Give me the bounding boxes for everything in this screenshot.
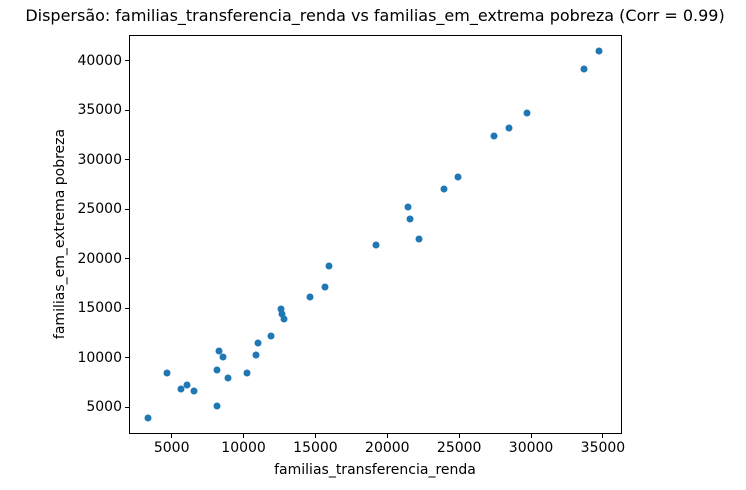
scatter-point — [523, 109, 531, 117]
x-tick-mark — [602, 434, 604, 438]
scatter-point — [243, 369, 251, 377]
scatter-point — [190, 387, 198, 395]
scatter-point — [252, 351, 259, 359]
scatter-point — [580, 65, 588, 73]
y-tick-mark — [125, 109, 129, 111]
plot-area — [129, 35, 622, 434]
x-tick-label: 20000 — [365, 440, 410, 456]
scatter-point — [213, 366, 221, 374]
scatter-point — [163, 369, 171, 377]
x-tick-mark — [243, 434, 245, 438]
scatter-point — [415, 235, 423, 243]
scatter-point — [215, 347, 223, 355]
scatter-point — [325, 262, 333, 270]
scatter-point — [406, 215, 414, 223]
y-tick-mark — [125, 159, 129, 161]
scatter-point — [277, 305, 285, 313]
y-tick-mark — [125, 60, 129, 62]
x-tick-mark — [458, 434, 460, 438]
scatter-point — [267, 332, 275, 340]
scatter-point — [454, 173, 462, 181]
scatter-point — [490, 132, 498, 140]
y-tick-label: 10000 — [77, 349, 122, 366]
scatter-point — [278, 310, 286, 318]
scatter-point — [404, 203, 412, 211]
scatter-point — [440, 185, 448, 193]
y-tick-mark — [125, 307, 129, 309]
y-tick-label: 40000 — [77, 52, 122, 69]
y-tick-mark — [125, 357, 129, 359]
scatter-point — [177, 385, 185, 393]
x-tick-mark — [314, 434, 316, 438]
x-tick-mark — [386, 434, 388, 438]
scatter-point — [372, 241, 380, 249]
y-tick-label: 20000 — [77, 250, 122, 267]
x-tick-label: 10000 — [221, 440, 266, 456]
scatter-point — [280, 315, 288, 323]
scatter-point — [306, 293, 314, 301]
y-tick-label: 15000 — [77, 300, 122, 317]
scatter-point — [505, 124, 513, 132]
scatter-point — [219, 353, 227, 361]
y-tick-mark — [125, 208, 129, 210]
scatter-point — [183, 381, 191, 389]
x-tick-label: 15000 — [293, 440, 338, 456]
x-tick-label: 5000 — [153, 440, 190, 456]
x-tick-label: 30000 — [508, 440, 554, 456]
scatter-point — [595, 47, 603, 55]
y-tick-label: 30000 — [77, 151, 122, 168]
y-tick-label: 35000 — [77, 102, 122, 119]
scatter-point — [254, 339, 262, 347]
scatter-point — [224, 374, 232, 382]
scatter-point — [213, 402, 221, 410]
x-axis-label: familias_transferencia_renda — [274, 462, 476, 478]
y-tick-label: 5000 — [86, 399, 122, 416]
x-tick-label: 25000 — [436, 440, 482, 456]
x-tick-label: 35000 — [580, 440, 626, 456]
y-tick-mark — [125, 406, 129, 408]
scatter-point — [144, 414, 152, 421]
scatter-point — [321, 283, 329, 291]
chart-title: Dispersão: familias_transferencia_renda … — [25, 6, 725, 25]
x-tick-mark — [530, 434, 532, 438]
y-tick-label: 25000 — [77, 201, 122, 218]
x-tick-mark — [171, 434, 173, 438]
y-tick-mark — [125, 258, 129, 260]
